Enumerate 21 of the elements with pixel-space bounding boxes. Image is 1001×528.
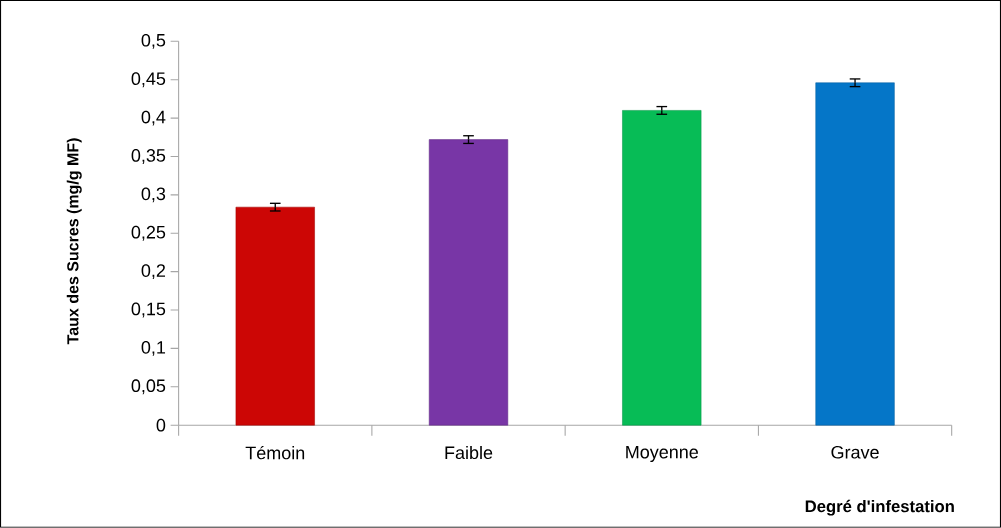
bar — [622, 110, 702, 426]
bar — [235, 206, 315, 426]
y-tick-label: 0,4 — [141, 110, 166, 126]
y-tick-label: 0,35 — [131, 149, 166, 164]
y-tick-label: 0,05 — [131, 379, 166, 395]
x-tick-label: Faible — [445, 445, 493, 460]
x-tick-label: Grave — [831, 445, 879, 459]
y-tick-label: 0,2 — [141, 264, 166, 280]
y-tick-label: 0,3 — [141, 187, 166, 203]
bar — [815, 82, 895, 426]
y-tick-label: 0,5 — [141, 33, 166, 49]
x-tick-label: Témoin — [245, 445, 305, 460]
y-tick-label: 0,25 — [131, 225, 166, 241]
y-tick-label: 0,1 — [141, 341, 166, 356]
x-tick-label: Moyenne — [626, 445, 698, 463]
y-axis-title: Taux des Sucres (mg/g MF) — [66, 138, 82, 345]
y-tick-label: 0 — [156, 418, 166, 432]
y-tick-label: 0,45 — [131, 72, 166, 88]
x-axis-title: Degré d'infestation — [805, 499, 954, 516]
y-tick-label: 0,15 — [131, 302, 166, 318]
bar — [428, 139, 509, 426]
